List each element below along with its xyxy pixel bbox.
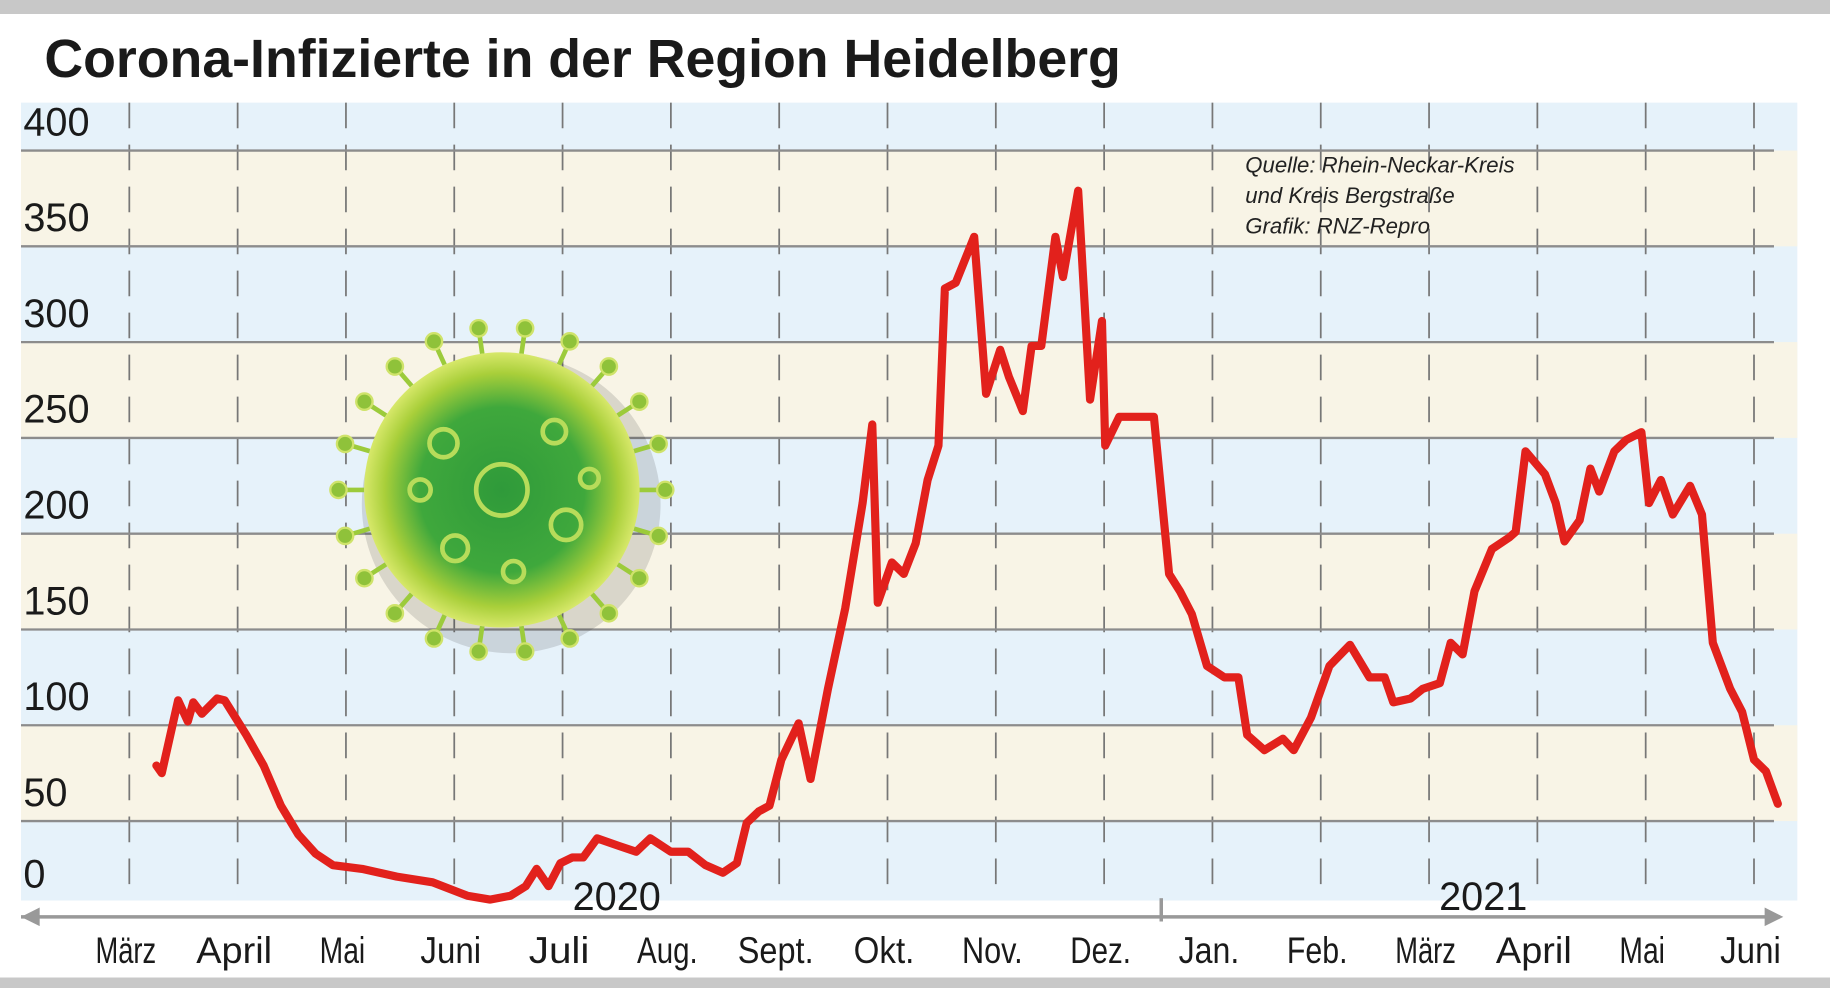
y-tick-label: 50 <box>23 771 67 815</box>
virus-spot <box>427 426 460 460</box>
y-tick-label: 200 <box>23 484 89 528</box>
x-tick-label: Jan. <box>1179 929 1240 971</box>
virus-spike-tip <box>599 604 619 623</box>
virus-spike-tip <box>335 526 355 546</box>
top-bar <box>0 0 1830 14</box>
virus-spike-tip <box>355 568 374 588</box>
virus-spike-tip <box>515 318 535 338</box>
virus-spot <box>473 461 530 518</box>
virus-spike-tip <box>329 480 348 500</box>
x-tick-label: Okt. <box>854 929 915 971</box>
virus-spot <box>540 417 569 446</box>
virus-spike-tip <box>335 434 355 454</box>
y-tick-label: 300 <box>23 292 89 336</box>
virus-spike-tip <box>629 392 649 411</box>
y-tick-label: 250 <box>23 388 89 432</box>
x-tick-label: April <box>1496 929 1572 971</box>
virus-spike-tip <box>385 604 405 623</box>
x-tick-label: März <box>1395 929 1456 971</box>
y-tick-label: 150 <box>23 579 89 623</box>
virus-spike-tip <box>515 642 535 661</box>
virus-spike-tip <box>560 332 580 351</box>
virus-spike-tip <box>385 357 405 376</box>
band <box>21 150 1798 247</box>
y-tick-label: 350 <box>23 196 89 240</box>
virus-spike-tip <box>649 526 668 546</box>
virus-spike-tip <box>599 357 619 376</box>
virus-body <box>364 352 640 628</box>
x-tick-label: Sept. <box>738 929 814 971</box>
x-tick-label: Feb. <box>1287 929 1348 971</box>
virus-spot <box>407 477 433 503</box>
virus-icon <box>329 318 675 661</box>
virus-spot <box>548 507 584 543</box>
virus-spike-tip <box>649 434 668 454</box>
y-tick-label: 100 <box>23 675 89 719</box>
virus-spot <box>439 533 471 564</box>
x-tick-label: Aug. <box>637 929 698 971</box>
x-tick-label: Mai <box>320 929 366 971</box>
band <box>21 533 1798 630</box>
y-tick-label: 0 <box>23 853 45 897</box>
x-tick-label: Nov. <box>962 929 1023 971</box>
source-note: Quelle: Rhein-Neckar-Kreis <box>1245 153 1514 178</box>
virus-spike-tip <box>355 392 374 411</box>
source-note: und Kreis Bergstraße <box>1245 183 1454 208</box>
y-tick-label: 400 <box>23 100 89 144</box>
virus-spot <box>500 558 527 585</box>
x-tick-label: Juli <box>529 929 590 971</box>
virus-spot <box>577 466 602 490</box>
band <box>21 342 1798 438</box>
virus-spike-tip <box>424 629 444 648</box>
year-label: 2021 <box>1439 875 1527 919</box>
x-tick-label: Dez. <box>1070 929 1131 971</box>
line <box>152 186 1782 904</box>
white-header <box>21 16 1798 103</box>
bottom-bar <box>0 977 1830 988</box>
virus-spike-tip <box>469 642 488 661</box>
x-tick-label: März <box>95 929 156 971</box>
x-tick-label: April <box>196 929 272 971</box>
year-label: 2020 <box>573 875 661 919</box>
virus-spike-tip <box>424 332 444 351</box>
source-note: Grafik: RNZ-Repro <box>1245 213 1430 238</box>
x-tick-label: Juni <box>420 929 481 971</box>
x-tick-label: Juni <box>1720 929 1781 971</box>
virus-spike-tip <box>469 318 488 338</box>
x-tick-label: Mai <box>1619 929 1665 971</box>
virus-spike-tip <box>629 568 649 588</box>
chart-title: Corona-Infizierte in der Region Heidelbe… <box>44 29 1121 89</box>
virus-spike-tip <box>560 629 580 648</box>
band <box>21 725 1798 822</box>
virus-spike-tip <box>655 480 675 500</box>
